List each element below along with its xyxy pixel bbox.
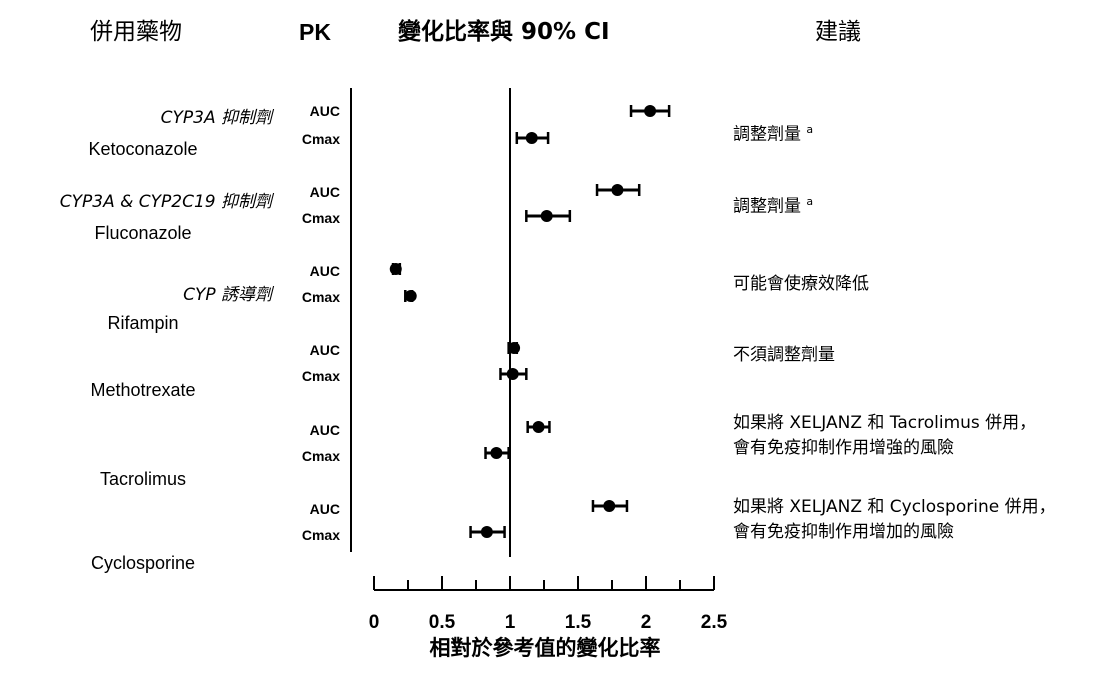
recommendation-line: 會有免疫抑制作用增強的風險 [733,438,954,458]
point-estimate [404,290,417,302]
drug-class-label: CYP3A & CYP2C19 抑制劑 [59,192,272,212]
drug-name-label: Cyclosporine [90,553,196,573]
pk-label: Cmax [301,289,340,305]
drug-name-label: Ketoconazole [88,139,198,159]
recommendation-line: 如果將 XELJANZ 和 Cyclosporine 併用， [733,497,1056,517]
recommendation-line: 調整劑量 [733,196,801,217]
pk-label: Cmax [301,448,340,464]
x-tick-label: 0.5 [429,612,456,633]
point-estimate [480,526,493,538]
pk-label: Cmax [301,368,340,384]
header-drug: 併用藥物 [90,19,182,45]
x-tick-label: 1.5 [565,612,592,633]
point-estimate [540,210,553,222]
recommendation-line: 會有免疫抑制作用增加的風險 [733,522,954,542]
x-tick-label: 2.5 [701,612,728,633]
drug-name-label: Tacrolimus [99,469,187,489]
recommendation-line: 如果將 XELJANZ 和 Tacrolimus 併用， [733,413,1037,433]
point-estimate [389,263,402,275]
drug-class-label: CYP3A 抑制劑 [160,108,272,128]
point-estimate [525,132,538,144]
pk-label: AUC [309,422,340,438]
point-estimate [490,447,503,459]
pk-label: Cmax [301,131,340,147]
recommendation-text: 不須調整劑量 [733,343,835,368]
pk-label: AUC [309,342,340,358]
x-tick-label: 1 [505,612,516,633]
pk-label: AUC [309,263,340,279]
header-recommendation: 建議 [815,19,861,45]
pk-label: AUC [309,103,340,119]
recommendation-text: 如果將 XELJANZ 和 Cyclosporine 併用， 會有免疫抑制作用增… [733,495,1056,545]
drug-name-label: Fluconazole [94,223,192,243]
point-estimate [506,368,519,380]
header-pk: PK [299,19,331,45]
x-tick-label: 2 [641,612,652,633]
pk-label: Cmax [301,527,340,543]
point-estimate [644,105,657,117]
recommendation-line: 調整劑量 [733,124,801,145]
point-estimate [508,342,521,354]
drug-class-label: CYP 誘導劑 [183,285,272,305]
recommendation-text: 調整劑量 a [733,117,813,148]
point-estimate [603,500,616,512]
recommendation-text: 如果將 XELJANZ 和 Tacrolimus 併用， 會有免疫抑制作用增強的… [733,411,1036,461]
footnote-marker: a [806,195,814,208]
x-tick-label: 0 [369,612,380,633]
recommendation-line: 不須調整劑量 [733,345,835,365]
drug-name-label: Methotrexate [90,380,196,400]
pk-label: AUC [309,184,340,200]
pk-label: AUC [309,501,340,517]
drug-name-label: Rifampin [107,313,179,333]
recommendation-text: 可能會使療效降低 [733,272,869,297]
recommendation-text: 調整劑量 a [733,189,813,220]
pk-label: Cmax [301,210,340,226]
footnote-marker: a [806,123,814,136]
x-axis-title: 相對於參考值的變化比率 [429,636,661,660]
recommendation-line: 可能會使療效降低 [733,274,869,294]
header-ratio: 變化比率與 90% CI [398,19,610,45]
point-estimate [532,421,545,433]
point-estimate [611,184,624,196]
